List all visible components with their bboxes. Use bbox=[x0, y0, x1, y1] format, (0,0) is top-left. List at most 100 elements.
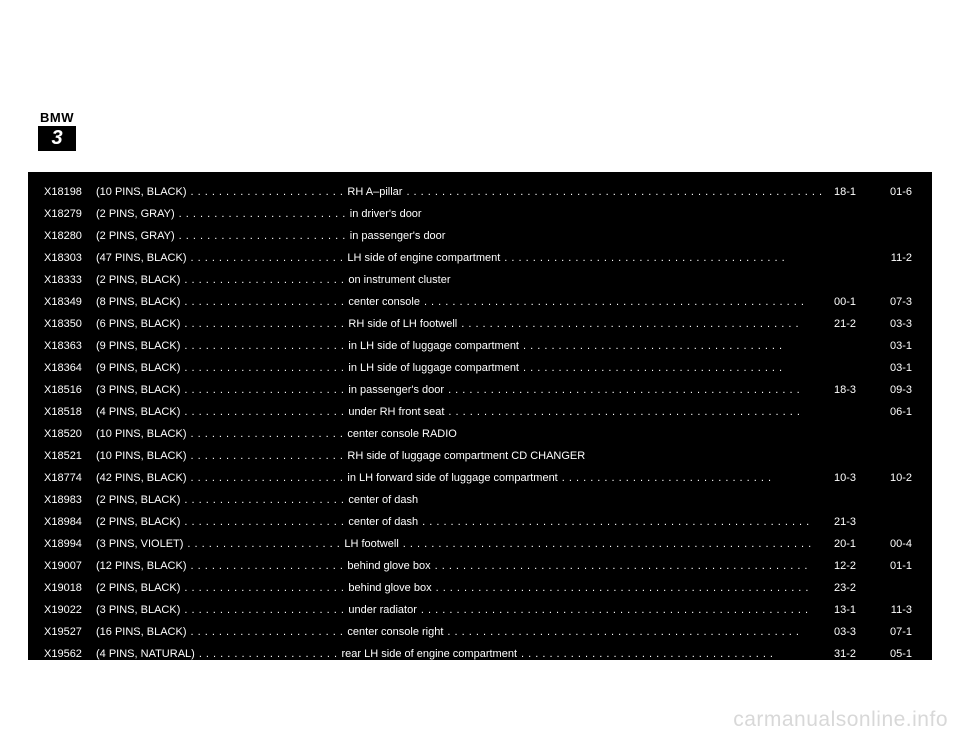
connector-id: X18518 bbox=[44, 406, 96, 418]
table-row: X18303(47 PINS, BLACK). . . . . . . . . … bbox=[44, 252, 916, 274]
connector-location: RH side of LH footwell bbox=[348, 318, 457, 330]
connector-location: in LH forward side of luggage compartmen… bbox=[347, 472, 557, 484]
connector-spec: (12 PINS, BLACK) bbox=[96, 560, 186, 572]
dot-leader: . . . . . . . . . . . . . . . . . . . . … bbox=[190, 560, 343, 572]
dot-leader: . . . . . . . . . . . . . . . . . . . . … bbox=[447, 626, 799, 638]
dot-leader: . . . . . . . . . . . . . . . . . . . . … bbox=[179, 230, 346, 242]
bmw-brand-text: BMW bbox=[38, 110, 76, 125]
table-row: X18279(2 PINS, GRAY). . . . . . . . . . … bbox=[44, 208, 916, 230]
dot-leader: . . . . . . . . . . . . . . . . . . . . … bbox=[424, 296, 805, 308]
ref-col-2: 01-1 bbox=[872, 560, 912, 572]
connector-spec: (16 PINS, BLACK) bbox=[96, 626, 186, 638]
table-row: X18364(9 PINS, BLACK) . . . . . . . . . .… bbox=[44, 362, 916, 384]
connector-spec: (9 PINS, BLACK) bbox=[96, 362, 180, 374]
dot-leader: . . . . . . . . . . . . . . . . . . . . … bbox=[184, 274, 344, 286]
table-row: X18333(2 PINS, BLACK). . . . . . . . . .… bbox=[44, 274, 916, 296]
ref-col-2: 03-3 bbox=[872, 318, 912, 330]
table-row: X19022(3 PINS, BLACK) . . . . . . . . . .… bbox=[44, 604, 916, 626]
dot-leader: . . . . . . . . . . . . . . . . . . . . … bbox=[187, 538, 340, 550]
connector-spec: (2 PINS, BLACK) bbox=[96, 494, 180, 506]
dot-leader: . . . . . . . . . . . . . . . . . . . . … bbox=[190, 428, 343, 440]
connector-id: X18198 bbox=[44, 186, 96, 198]
bmw-series-box: 3 bbox=[38, 126, 76, 151]
ref-col-1: 21-3 bbox=[816, 516, 856, 528]
table-row: X18994(3 PINS, VIOLET). . . . . . . . . … bbox=[44, 538, 916, 560]
ref-col-2: 05-1 bbox=[872, 648, 912, 660]
dot-leader: . . . . . . . . . . . . . . . . . . . . … bbox=[190, 626, 343, 638]
connector-location: in passenger's door bbox=[350, 230, 446, 242]
dot-leader: . . . . . . . . . . . . . . . . . . . . … bbox=[184, 296, 344, 308]
connector-spec: (2 PINS, BLACK) bbox=[96, 582, 180, 594]
dot-leader: . . . . . . . . . . . . . . . . . . . . … bbox=[461, 318, 799, 330]
dot-leader: . . . . . . . . . . . . . . . . . . . . … bbox=[448, 406, 800, 418]
dot-leader: . . . . . . . . . . . . . . . . . . . . … bbox=[184, 318, 344, 330]
dot-leader: . . . . . . . . . . . . . . . . . . . . … bbox=[184, 406, 344, 418]
connector-id: X18984 bbox=[44, 516, 96, 528]
ref-col-2: 00-4 bbox=[872, 538, 912, 550]
connector-location: center of dash bbox=[348, 494, 418, 506]
connector-spec: (3 PINS, VIOLET) bbox=[96, 538, 183, 550]
connector-id: X19018 bbox=[44, 582, 96, 594]
connector-location: LH side of engine compartment bbox=[347, 252, 500, 264]
ref-col-2: 03-1 bbox=[872, 340, 912, 352]
table-row: X18349(8 PINS, BLACK). . . . . . . . . .… bbox=[44, 296, 916, 318]
ref-col-2: 07-1 bbox=[872, 626, 912, 638]
table-row: X18280(2 PINS, GRAY) . . . . . . . . . . … bbox=[44, 230, 916, 252]
connector-spec: (2 PINS, GRAY) bbox=[96, 230, 175, 242]
table-row: X18774(42 PINS, BLACK). . . . . . . . . … bbox=[44, 472, 916, 494]
ref-col-1: 12-2 bbox=[816, 560, 856, 572]
dot-leader: . . . . . . . . . . . . . . . . . . . . … bbox=[406, 186, 822, 198]
connector-location: LH footwell bbox=[344, 538, 398, 550]
connector-id: X18983 bbox=[44, 494, 96, 506]
connector-spec: (8 PINS, BLACK) bbox=[96, 296, 180, 308]
connector-location: center console bbox=[348, 296, 420, 308]
ref-col-1: 18-1 bbox=[816, 186, 856, 198]
connector-location: RH side of luggage compartment CD CHANGE… bbox=[347, 450, 585, 462]
table-row: X19018(2 PINS, BLACK). . . . . . . . . .… bbox=[44, 582, 916, 604]
connector-spec: (9 PINS, BLACK) bbox=[96, 340, 180, 352]
dot-leader: . . . . . . . . . . . . . . . . . . . . … bbox=[184, 604, 344, 616]
dot-leader: . . . . . . . . . . . . . . . . . . . . … bbox=[523, 340, 783, 352]
connector-spec: (3 PINS, BLACK) bbox=[96, 604, 180, 616]
ref-col-2: 06-1 bbox=[872, 406, 912, 418]
ref-col-1: 10-3 bbox=[816, 472, 856, 484]
dot-leader: . . . . . . . . . . . . . . . . . . . . … bbox=[184, 516, 344, 528]
connector-spec: (4 PINS, NATURAL) bbox=[96, 648, 195, 660]
ref-col-1: 00-1 bbox=[816, 296, 856, 308]
table-row: X18984(2 PINS, BLACK). . . . . . . . . .… bbox=[44, 516, 916, 538]
connector-id: X19022 bbox=[44, 604, 96, 616]
dot-leader: . . . . . . . . . . . . . . . . . . . . … bbox=[184, 362, 344, 374]
connector-table: X18198 (10 PINS, BLACK) . . . . . . . . . … bbox=[28, 172, 932, 660]
connector-location: under RH front seat bbox=[348, 406, 444, 418]
connector-location: center console right bbox=[347, 626, 443, 638]
dot-leader: . . . . . . . . . . . . . . . . . . . . … bbox=[184, 384, 344, 396]
connector-id: X18363 bbox=[44, 340, 96, 352]
connector-id: X18521 bbox=[44, 450, 96, 462]
connector-id: X18280 bbox=[44, 230, 96, 242]
ref-col-1: 23-2 bbox=[816, 582, 856, 594]
connector-location: in passenger's door bbox=[348, 384, 444, 396]
connector-spec: (6 PINS, BLACK) bbox=[96, 318, 180, 330]
connector-id: X18364 bbox=[44, 362, 96, 374]
dot-leader: . . . . . . . . . . . . . . . . . . . . … bbox=[504, 252, 785, 264]
connector-id: X19527 bbox=[44, 626, 96, 638]
table-row: X19562(4 PINS, NATURAL) . . . . . . . . .… bbox=[44, 648, 916, 670]
ref-col-1: 20-1 bbox=[816, 538, 856, 550]
connector-id: X18333 bbox=[44, 274, 96, 286]
ref-col-2: 10-2 bbox=[872, 472, 912, 484]
dot-leader: . . . . . . . . . . . . . . . . . . . . … bbox=[184, 340, 344, 352]
dot-leader: . . . . . . . . . . . . . . . . . . . . bbox=[199, 648, 338, 660]
dot-leader: . . . . . . . . . . . . . . . . . . . . … bbox=[562, 472, 772, 484]
ref-col-2: 11-3 bbox=[872, 604, 912, 616]
connector-spec: (10 PINS, BLACK) bbox=[96, 428, 186, 440]
connector-id: X19562 bbox=[44, 648, 96, 660]
connector-spec: (47 PINS, BLACK) bbox=[96, 252, 186, 264]
ref-col-1: 13-1 bbox=[816, 604, 856, 616]
connector-location: on instrument cluster bbox=[348, 274, 450, 286]
dot-leader: . . . . . . . . . . . . . . . . . . . . … bbox=[435, 560, 808, 572]
connector-spec: (4 PINS, BLACK) bbox=[96, 406, 180, 418]
dot-leader: . . . . . . . . . . . . . . . . . . . . … bbox=[190, 186, 343, 198]
connector-location: in LH side of luggage compartment bbox=[348, 340, 519, 352]
ref-col-1: 31-2 bbox=[816, 648, 856, 660]
connector-location: rear LH side of engine compartment bbox=[342, 648, 517, 660]
